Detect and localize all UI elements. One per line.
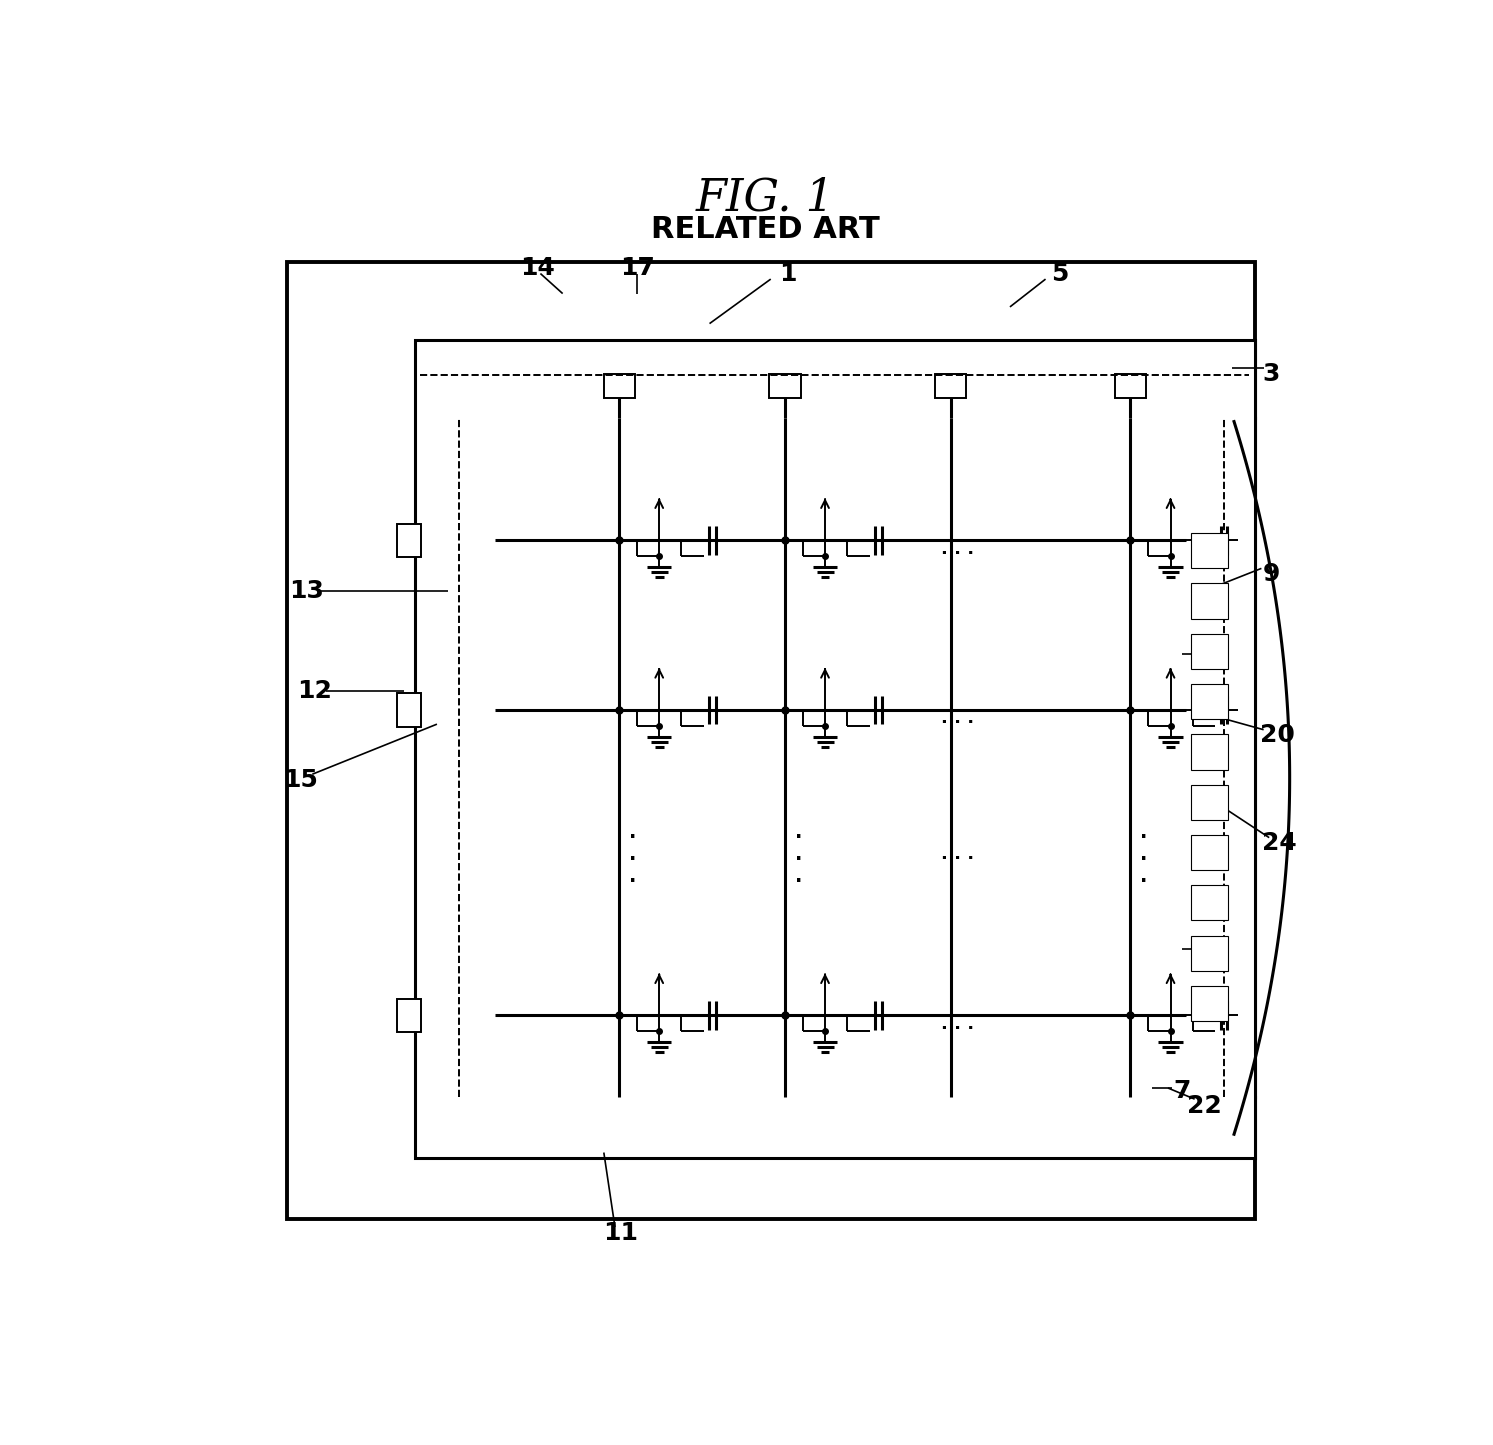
- Text: RELATED ART: RELATED ART: [651, 214, 879, 244]
- Text: 14: 14: [520, 256, 554, 280]
- Bar: [1191, 985, 1227, 1022]
- Text: ·
·
·: · · ·: [794, 828, 802, 892]
- Text: 5: 5: [1051, 262, 1069, 286]
- Text: 11: 11: [603, 1221, 638, 1244]
- Bar: [1191, 584, 1227, 618]
- Bar: [603, 374, 635, 399]
- Bar: [415, 1097, 1254, 1157]
- Bar: [1191, 683, 1227, 720]
- Text: 1: 1: [779, 262, 796, 286]
- Bar: [1191, 634, 1227, 669]
- Text: 9: 9: [1263, 562, 1280, 587]
- Text: 3: 3: [1263, 361, 1280, 386]
- Text: 17: 17: [620, 256, 654, 280]
- Bar: [397, 998, 421, 1032]
- Text: I': I': [1208, 941, 1226, 964]
- Text: 13: 13: [290, 578, 324, 603]
- Bar: [1191, 785, 1227, 819]
- Text: 7: 7: [1173, 1079, 1191, 1104]
- Text: ·
·
·: · · ·: [629, 828, 636, 892]
- Bar: [287, 263, 1254, 1220]
- Text: 15: 15: [282, 767, 318, 792]
- Bar: [415, 341, 1254, 1157]
- Text: · · ·: · · ·: [941, 714, 975, 733]
- Bar: [415, 340, 1254, 418]
- Bar: [935, 374, 966, 399]
- Bar: [1191, 835, 1227, 870]
- Text: 20: 20: [1260, 724, 1294, 747]
- Text: ·
·
·: · · ·: [1141, 828, 1148, 892]
- Bar: [1185, 418, 1254, 1097]
- Bar: [1191, 734, 1227, 770]
- Bar: [1191, 533, 1227, 568]
- Text: · · ·: · · ·: [941, 545, 975, 562]
- Text: I: I: [1212, 646, 1221, 669]
- Bar: [415, 418, 494, 1097]
- Bar: [1191, 886, 1227, 920]
- Bar: [397, 694, 421, 727]
- Text: 12: 12: [297, 679, 331, 702]
- Bar: [1115, 374, 1147, 399]
- Text: · · ·: · · ·: [941, 1020, 975, 1038]
- Text: · · ·: · · ·: [941, 850, 975, 868]
- Bar: [769, 374, 800, 399]
- Text: 22: 22: [1187, 1094, 1223, 1118]
- Text: FIG. 1: FIG. 1: [696, 176, 835, 220]
- Bar: [1191, 935, 1227, 971]
- Text: 24: 24: [1262, 831, 1296, 855]
- Bar: [397, 523, 421, 556]
